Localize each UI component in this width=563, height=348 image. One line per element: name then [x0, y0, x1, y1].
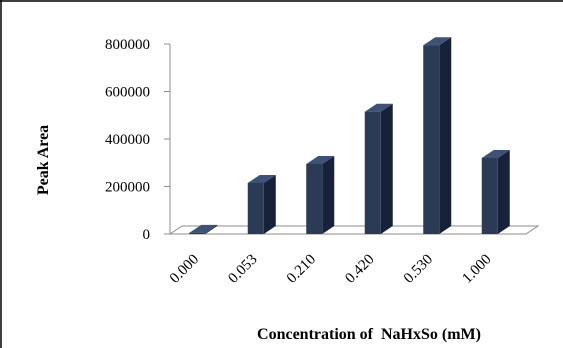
y-axis: [164, 43, 171, 235]
bar-side: [205, 224, 218, 234]
bar: [423, 37, 452, 234]
bar-top: [364, 103, 393, 112]
bar-top: [189, 224, 218, 233]
bar-top: [423, 37, 452, 46]
x-tick-labels: 0.000 0.053 0.210 0.420 0.530 1.000: [167, 252, 495, 287]
bar: [364, 103, 393, 234]
bar: [189, 224, 218, 234]
y-tick-label: 800000: [105, 37, 150, 53]
x-tick-label: 0.000: [167, 252, 202, 287]
bar-front: [189, 232, 206, 234]
y-tick-label: 0: [143, 227, 151, 243]
bars: [189, 37, 510, 234]
x-tick-label: 0.053: [225, 252, 260, 287]
x-tick-label: 1.000: [459, 252, 494, 287]
y-tick-label: 600000: [105, 85, 150, 101]
bar: [306, 155, 335, 234]
bar-front: [423, 45, 440, 234]
x-axis-title: Concentration of NaHxSo (mM): [257, 326, 481, 343]
bar-top: [481, 150, 510, 158]
bar-side: [380, 103, 393, 234]
bar-side: [263, 174, 276, 234]
x-tick-label: 0.530: [401, 252, 436, 287]
bar-front: [306, 163, 323, 234]
bar: [481, 150, 510, 234]
bar-side: [322, 155, 335, 234]
y-tick-labels: 0 200000 400000 600000 800000: [105, 37, 150, 243]
y-tick-label: 400000: [105, 132, 150, 148]
bar-side: [439, 37, 452, 234]
bar: [247, 174, 276, 234]
y-axis-title: Peak Area: [35, 125, 52, 195]
y-tick-label: 200000: [105, 180, 150, 196]
x-tick-label: 0.420: [342, 252, 377, 287]
bar-front: [481, 158, 498, 234]
bar-front: [247, 182, 264, 234]
bar-side: [497, 150, 510, 234]
bar-front: [364, 111, 381, 234]
bar-top: [306, 155, 335, 164]
bar-top: [247, 174, 276, 183]
x-tick-label: 0.210: [284, 252, 319, 287]
